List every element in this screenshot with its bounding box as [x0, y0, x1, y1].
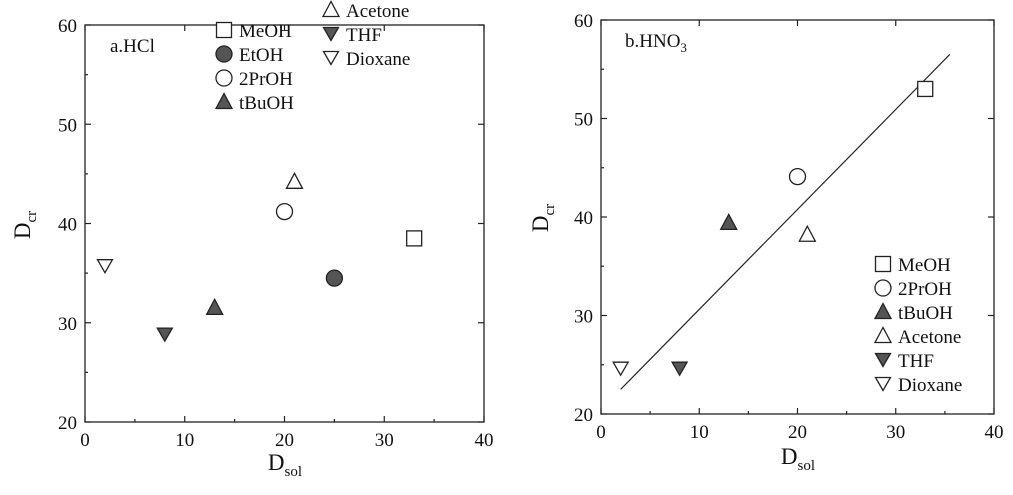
legend-label-tbuoh: tBuOH	[239, 93, 294, 114]
panel-title-main: b.HNO	[625, 31, 680, 52]
panel-title: a.HCl	[110, 36, 155, 57]
data-point-acetone	[798, 224, 817, 242]
x-tick-label: 10	[690, 422, 709, 443]
fit-line	[620, 54, 951, 390]
x-axis-label-subscript: sol	[285, 464, 303, 480]
data-point-thf	[156, 327, 174, 343]
panel-title-main: a.HCl	[110, 36, 155, 57]
data-point-dioxane	[96, 259, 114, 274]
x-tick-label: 20	[275, 430, 294, 451]
x-axis-label: Dsol	[268, 450, 302, 480]
data-point-dioxane	[612, 361, 630, 377]
legend-marker-dioxane	[322, 50, 340, 66]
panel-title: b.HNO3	[625, 31, 687, 55]
panel-a-hcl: 0 10 20 30 402030405060a.HClDsolDcrMeOHEtOH2…	[10, 0, 494, 480]
legend-marker-meoh	[874, 255, 892, 273]
x-axis-label-subscript: sol	[798, 458, 816, 474]
y-tick-label: 50	[58, 115, 77, 136]
y-axis-label-subscript: cr	[24, 211, 40, 223]
x-tick-label: 40	[985, 422, 1004, 443]
x-axis-label: Dsol	[781, 444, 815, 474]
data-point-2proh	[788, 167, 807, 186]
legend-marker-thf	[322, 26, 340, 42]
y-tick-label: 30	[574, 307, 593, 328]
legend-label-dioxane: Dioxane	[898, 375, 962, 396]
y-tick-label: 40	[574, 208, 593, 229]
panel-title-subscript: 3	[680, 40, 687, 55]
x-tick-label: 20	[788, 422, 807, 443]
x-axis-label-main: D	[268, 450, 285, 475]
x-tick-label: 0	[596, 422, 606, 443]
x-tick-label: 30	[375, 430, 394, 451]
plot-frame	[600, 19, 995, 415]
x-tick-label: 10	[175, 430, 194, 451]
data-point-etoh	[325, 269, 344, 287]
legend-marker-thf	[874, 352, 892, 368]
y-tick-label: 20	[574, 405, 593, 426]
legend-label-thf: THF	[898, 351, 934, 372]
legend-label-dioxane: Dioxane	[346, 49, 410, 70]
x-tick-label: 40	[475, 430, 494, 451]
data-point-acetone	[285, 171, 304, 189]
y-axis-label-main: D	[528, 216, 553, 233]
x-axis-label-main: D	[781, 444, 798, 469]
y-tick-label: 60	[58, 16, 77, 37]
y-tick-label: 60	[574, 11, 593, 32]
y-axis-label-main: D	[10, 223, 35, 240]
y-tick-label: 20	[58, 413, 77, 434]
legend-label-meoh: MeOH	[239, 21, 292, 42]
legend-label-thf: THF	[346, 25, 382, 46]
legend-label-acetone: Acetone	[346, 1, 409, 22]
legend-label-2proh: 2PrOH	[239, 69, 293, 90]
legend-marker-tbuoh	[873, 302, 893, 320]
legend-marker-meoh	[215, 21, 233, 39]
y-tick-label: 40	[58, 215, 77, 236]
y-axis-label-subscript: cr	[542, 204, 558, 216]
data-point-tbuoh	[719, 213, 738, 231]
legend-label-2proh: 2PrOH	[898, 279, 952, 300]
y-axis-label: Dcr	[10, 211, 40, 239]
legend-marker-2proh	[874, 279, 892, 297]
legend-label-meoh: MeOH	[898, 255, 951, 276]
legend-marker-etoh	[215, 45, 233, 63]
y-tick-label: 50	[574, 110, 593, 131]
legend-label-acetone: Acetone	[898, 327, 961, 348]
legend-marker-dioxane	[874, 376, 892, 392]
x-tick-label: 0	[80, 430, 90, 451]
data-point-thf	[670, 361, 689, 377]
legend-label-tbuoh: tBuOH	[898, 303, 953, 324]
legend-marker-acetone	[321, 0, 341, 18]
data-point-meoh	[917, 80, 934, 98]
y-axis-label: Dcr	[528, 204, 558, 232]
data-point-2proh	[275, 202, 294, 221]
legend-marker-2proh	[215, 69, 233, 87]
legend-marker-tbuoh	[214, 92, 234, 110]
panel-b-hno3: 0 10 20 30 402030405060b.HNO3DsolDcrMeOH2PrO…	[528, 11, 1004, 474]
legend-label-etoh: EtOH	[239, 45, 284, 66]
y-tick-label: 30	[58, 314, 77, 335]
data-point-tbuoh	[205, 297, 224, 316]
legend-marker-acetone	[873, 326, 893, 344]
x-tick-label: 30	[886, 422, 905, 443]
data-point-meoh	[406, 230, 423, 247]
